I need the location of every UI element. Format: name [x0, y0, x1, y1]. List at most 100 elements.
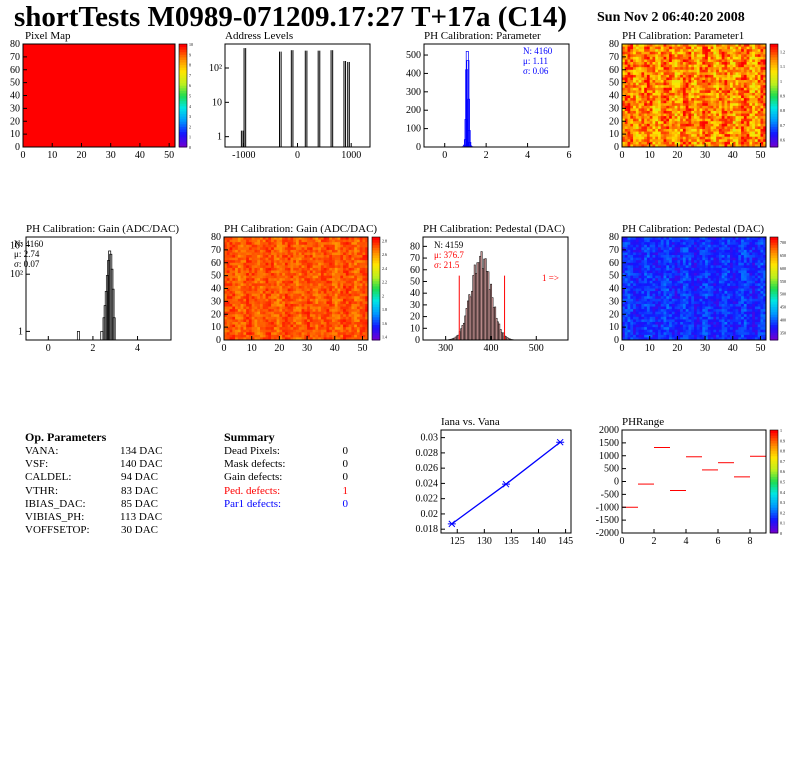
- heatmap-cell: [301, 332, 305, 336]
- heatmap-cell: [754, 110, 759, 114]
- heatmap-cell: [702, 49, 706, 53]
- heatmap-cell: [296, 329, 300, 333]
- heatmap-cell: [254, 319, 258, 323]
- heatmap-cell: [752, 56, 756, 60]
- ph-cal-gain-map-panel: PH Calibration: Gain (ADC/DAC) 0 10 20 30 40…: [208, 223, 393, 354]
- heatmap-cell: [340, 275, 344, 279]
- heatmap-cell: [273, 257, 278, 261]
- heatmap-cell: [760, 46, 764, 50]
- heatmap-cell: [257, 301, 261, 305]
- heatmap-cell: [660, 110, 664, 114]
- heatmap-cell: [638, 126, 642, 130]
- heatmap-cell: [624, 116, 628, 120]
- heatmap-cell: [730, 128, 734, 132]
- heatmap-cell: [354, 303, 358, 307]
- heatmap-cell: [343, 337, 347, 341]
- heatmap-cell: [282, 283, 286, 287]
- palette-swatch: [770, 123, 778, 127]
- heatmap-cell: [655, 44, 659, 47]
- heatmap-cell: [763, 56, 767, 60]
- heatmap-cell: [757, 108, 761, 112]
- heatmap-cell: [688, 51, 692, 55]
- heatmap-cell: [763, 62, 767, 65]
- heatmap-cell: [713, 95, 717, 99]
- heatmap-cell: [337, 260, 341, 264]
- heatmap-cell: [630, 77, 634, 81]
- heatmap-cell: [279, 252, 283, 256]
- heatmap-cell: [638, 134, 642, 138]
- heatmap-cell: [323, 278, 327, 282]
- palette-swatch: [770, 64, 778, 68]
- heatmap-cell: [246, 293, 250, 297]
- heatmap-cell: [320, 309, 325, 313]
- heatmap-cell: [630, 306, 634, 310]
- heatmap-cell: [741, 59, 745, 63]
- heatmap-cell: [760, 67, 764, 71]
- heatmap-cell: [691, 51, 695, 55]
- heatmap-cell: [624, 44, 628, 47]
- heatmap-cell: [680, 80, 684, 84]
- heatmap-cell: [287, 288, 291, 292]
- heatmap-cell: [707, 69, 712, 73]
- heatmap-cell: [268, 301, 272, 305]
- heatmap-cell: [232, 265, 236, 269]
- heatmap-cell: [273, 262, 278, 266]
- heatmap-cell: [674, 87, 678, 91]
- heatmap-cell: [298, 311, 302, 315]
- heatmap-cell: [284, 288, 289, 292]
- heatmap-cell: [713, 141, 717, 145]
- palette-label: 1: [189, 135, 191, 140]
- heatmap-cell: [271, 298, 275, 302]
- heatmap-cell: [254, 252, 258, 256]
- heatmap-cell: [694, 144, 698, 148]
- heatmap-cell: [354, 255, 358, 258]
- heatmap-cell: [718, 64, 723, 68]
- heatmap-cell: [652, 95, 656, 99]
- heatmap-cell: [334, 306, 338, 310]
- heatmap-cell: [262, 244, 266, 248]
- heatmap-cell: [309, 298, 314, 302]
- heatmap-cell: [351, 329, 355, 333]
- heatmap-cell: [224, 260, 228, 264]
- heatmap-cell: [345, 298, 350, 302]
- heatmap-cell: [298, 260, 302, 264]
- heatmap-cell: [730, 44, 734, 47]
- heatmap-cell: [309, 311, 314, 315]
- heatmap-cell: [749, 141, 753, 145]
- heatmap-cell: [307, 334, 311, 338]
- x-tick-label: 300: [438, 343, 453, 354]
- heatmap-cell: [754, 128, 759, 132]
- heatmap-cell: [757, 144, 761, 148]
- heatmap-cell: [710, 134, 714, 138]
- heatmap-cell: [301, 265, 305, 269]
- heatmap-cell: [312, 298, 316, 302]
- heatmap-cell: [743, 87, 748, 91]
- heatmap-cell: [688, 136, 692, 140]
- heatmap-cell: [293, 283, 297, 287]
- heatmap-cell: [318, 278, 322, 282]
- heatmap-cell: [727, 136, 731, 140]
- heatmap-cell: [315, 288, 319, 292]
- heatmap-cell: [694, 118, 698, 122]
- heatmap-cell: [257, 314, 261, 318]
- heatmap-cell: [688, 80, 692, 84]
- heatmap-cell: [257, 267, 261, 271]
- heatmap-cell: [691, 69, 695, 73]
- heatmap-cell: [660, 92, 664, 96]
- heatmap-cell: [354, 316, 358, 320]
- heatmap-cell: [735, 49, 739, 53]
- heatmap-cell: [635, 116, 640, 120]
- heatmap-cell: [624, 46, 628, 50]
- heatmap-cell: [727, 74, 731, 78]
- heatmap-cell: [248, 324, 253, 328]
- heatmap-cell: [718, 80, 723, 84]
- heatmap-cell: [710, 136, 714, 140]
- heatmap-cell: [356, 285, 361, 289]
- heatmap-cell: [646, 144, 651, 148]
- heatmap-cell: [635, 64, 640, 68]
- heatmap-cell: [329, 316, 333, 320]
- heatmap-cell: [323, 321, 327, 325]
- heatmap-cell: [691, 80, 695, 84]
- heatmap-cell: [680, 74, 684, 78]
- palette-swatch: [372, 316, 380, 320]
